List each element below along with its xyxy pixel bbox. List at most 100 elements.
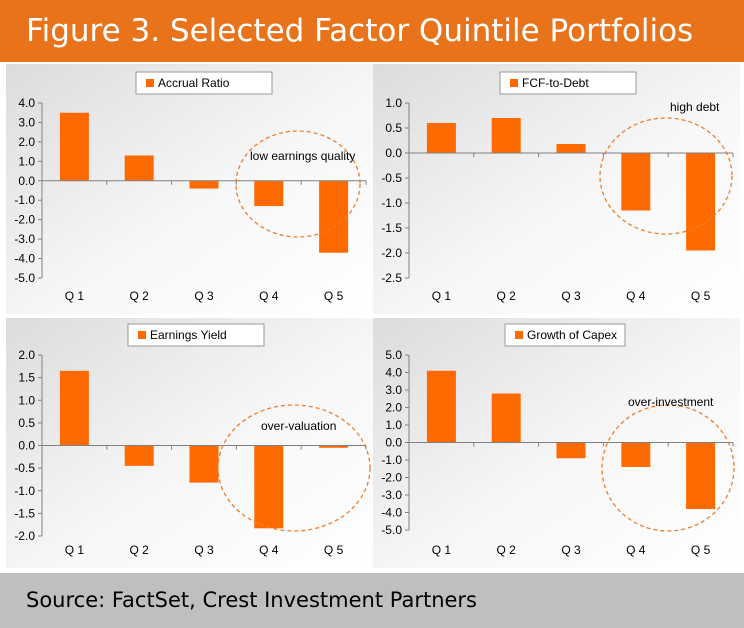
annotation-label: high debt	[670, 100, 720, 114]
annotation-label: over-investment	[628, 395, 714, 409]
bar-q1	[426, 370, 456, 443]
y-tick-label: 2.0	[18, 348, 35, 362]
y-tick-label: 0.0	[385, 146, 402, 160]
y-tick-label: 0.5	[18, 416, 35, 430]
y-tick-label: -2.0	[381, 246, 402, 260]
chart-panel-growth-of-capex: 5.0 4.0 3.0 2.0 1.0 0.0 -1.0 -2.0 -3.0 -4.0 -5.0 Q …	[373, 318, 740, 568]
y-tick-label: 0.0	[385, 436, 402, 450]
x-tick-label: Q 5	[691, 289, 711, 303]
x-tick-label: Q 4	[626, 543, 646, 557]
bar-q1	[59, 112, 89, 181]
y-tick-label: -3.0	[14, 232, 35, 246]
x-tick-label: Q 2	[497, 543, 517, 557]
y-tick-label: -4.0	[381, 506, 402, 520]
bar-q1	[426, 123, 456, 153]
y-tick-label: -2.0	[381, 471, 402, 485]
y-tick-label: -2.0	[14, 529, 35, 543]
y-tick-label: -4.0	[14, 252, 35, 266]
legend-box	[127, 323, 265, 347]
x-tick-label: Q 3	[194, 543, 214, 557]
bar-q2	[491, 393, 521, 443]
annotation-circle	[235, 130, 361, 238]
x-tick-label: Q 3	[561, 543, 581, 557]
x-tick-label: Q 5	[691, 543, 711, 557]
annotation-circle	[217, 404, 371, 532]
chart-panel-fcf-to-debt: 1.0 0.5 0.0 -0.5 -1.0 -1.5 -2.0 -2.5 Q 1 Q 2 Q 3 Q …	[373, 64, 740, 314]
legend-label: Growth of Capex	[527, 328, 617, 342]
bar-chart: 1.0 0.5 0.0 -0.5 -1.0 -1.5 -2.0 -2.5 Q 1 Q 2 Q 3 Q …	[373, 64, 740, 314]
y-tick-label: 0.0	[18, 439, 35, 453]
y-tick-label: -0.5	[381, 171, 402, 185]
y-tick-label: 1.0	[18, 154, 35, 168]
x-tick-label: Q 4	[259, 543, 279, 557]
y-tick-label: -2.0	[14, 213, 35, 227]
y-tick-label: -1.5	[381, 221, 402, 235]
figure-title: Figure 3. Selected Factor Quintile Portf…	[0, 0, 744, 62]
x-tick-label: Q 5	[324, 289, 344, 303]
y-tick-label: -1.0	[14, 193, 35, 207]
bar-q3	[189, 445, 219, 483]
legend-swatch	[138, 331, 146, 339]
bar-q3	[556, 442, 586, 459]
y-tick-label: 1.5	[18, 371, 35, 385]
legend-box	[499, 71, 637, 95]
y-tick-label: -3.0	[381, 488, 402, 502]
x-tick-label: Q 3	[561, 289, 581, 303]
x-tick-label: Q 1	[432, 289, 452, 303]
x-tick-label: Q 1	[432, 543, 452, 557]
chart-panel-accrual-ratio: 4.0 3.0 2.0 1.0 0.0 -1.0 -2.0 -3.0 -4.0 -5.0 Q 1 Q …	[6, 64, 373, 314]
y-tick-label: 1.0	[385, 96, 402, 110]
bar-q5	[686, 153, 716, 251]
x-tick-label: Q 2	[130, 543, 150, 557]
legend-label: Accrual Ratio	[158, 76, 230, 90]
bar-q5	[319, 180, 349, 253]
y-tick-label: -1.0	[14, 484, 35, 498]
legend-box	[504, 323, 626, 347]
y-tick-label: 5.0	[385, 348, 402, 362]
x-tick-label: Q 2	[497, 289, 517, 303]
bar-q2	[124, 155, 154, 181]
bar-chart: 4.0 3.0 2.0 1.0 0.0 -1.0 -2.0 -3.0 -4.0 -5.0 Q 1 Q …	[6, 64, 373, 314]
x-tick-label: Q 2	[130, 289, 150, 303]
bar-q3	[189, 180, 219, 189]
y-tick-label: -5.0	[14, 271, 35, 285]
y-tick-label: -1.5	[14, 506, 35, 520]
y-tick-label: 4.0	[385, 366, 402, 380]
bar-chart: 2.0 1.5 1.0 0.5 0.0 -0.5 -1.0 -1.5 -2.0 Q 1 Q 2 Q 3…	[6, 318, 373, 568]
chart-panel-earnings-yield: 2.0 1.5 1.0 0.5 0.0 -0.5 -1.0 -1.5 -2.0 Q 1 Q 2 Q 3…	[6, 318, 373, 568]
y-tick-label: 1.0	[18, 393, 35, 407]
legend-label: Earnings Yield	[150, 328, 227, 342]
bar-q5	[686, 442, 716, 509]
y-tick-label: 0.0	[18, 174, 35, 188]
legend-swatch	[510, 79, 518, 87]
y-tick-label: 3.0	[385, 383, 402, 397]
y-tick-label: -2.5	[381, 271, 402, 285]
bar-q2	[491, 118, 521, 153]
x-tick-label: Q 1	[65, 289, 85, 303]
y-tick-label: 4.0	[18, 96, 35, 110]
legend-swatch	[146, 79, 154, 87]
bar-q4	[254, 445, 284, 529]
legend-swatch	[515, 331, 523, 339]
y-tick-label: 2.0	[18, 135, 35, 149]
x-tick-label: Q 4	[626, 289, 646, 303]
legend-label: FCF-to-Debt	[522, 76, 589, 90]
x-tick-label: Q 3	[194, 289, 214, 303]
y-tick-label: -0.5	[14, 461, 35, 475]
annotation-label: over-valuation	[261, 419, 336, 433]
bar-q4	[621, 153, 651, 211]
bar-q4	[621, 442, 651, 467]
bar-q5	[319, 445, 349, 448]
x-tick-label: Q 5	[324, 543, 344, 557]
bar-q1	[59, 370, 89, 446]
bar-chart: 5.0 4.0 3.0 2.0 1.0 0.0 -1.0 -2.0 -3.0 -4.0 -5.0 Q …	[373, 318, 740, 568]
bar-q2	[124, 445, 154, 466]
annotation-label: low earnings quality	[250, 149, 355, 163]
chart-background	[6, 64, 373, 314]
annotation-circle	[601, 404, 735, 532]
y-tick-label: 1.0	[385, 418, 402, 432]
x-tick-label: Q 1	[65, 543, 85, 557]
y-tick-label: -1.0	[381, 453, 402, 467]
source-note: Source: FactSet, Crest Investment Partne…	[0, 573, 744, 628]
legend-box	[135, 71, 273, 95]
